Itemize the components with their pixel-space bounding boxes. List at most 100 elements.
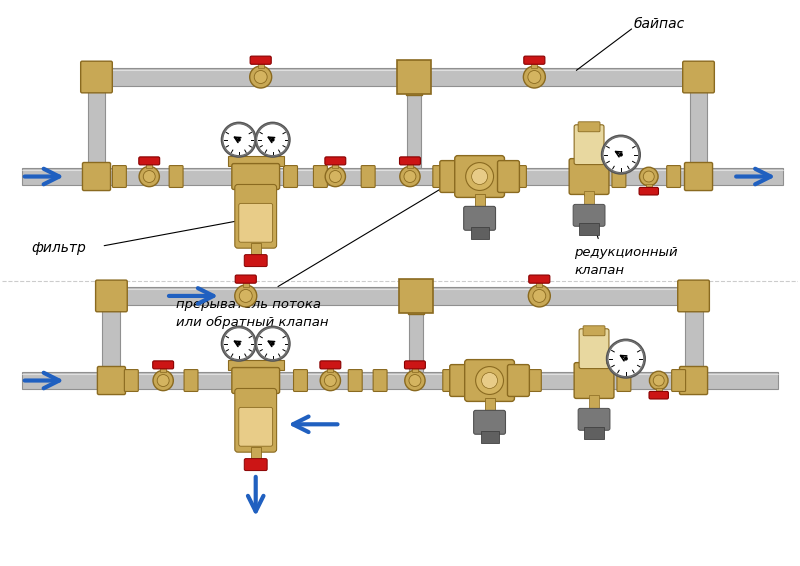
FancyBboxPatch shape	[235, 388, 277, 452]
FancyBboxPatch shape	[96, 280, 127, 312]
Circle shape	[223, 328, 254, 359]
FancyBboxPatch shape	[682, 61, 714, 93]
FancyBboxPatch shape	[228, 359, 283, 370]
FancyBboxPatch shape	[235, 185, 277, 248]
Circle shape	[639, 167, 658, 186]
FancyBboxPatch shape	[160, 366, 166, 372]
FancyBboxPatch shape	[465, 359, 514, 401]
FancyBboxPatch shape	[250, 56, 271, 65]
FancyBboxPatch shape	[258, 62, 264, 68]
Circle shape	[270, 342, 274, 346]
FancyBboxPatch shape	[111, 371, 694, 389]
FancyBboxPatch shape	[579, 224, 599, 235]
Circle shape	[476, 367, 503, 395]
FancyBboxPatch shape	[601, 151, 623, 158]
FancyBboxPatch shape	[649, 392, 669, 399]
Circle shape	[400, 166, 420, 187]
Circle shape	[250, 66, 272, 88]
FancyBboxPatch shape	[87, 86, 106, 168]
FancyBboxPatch shape	[283, 166, 298, 187]
FancyBboxPatch shape	[250, 447, 261, 461]
Circle shape	[643, 171, 654, 182]
FancyBboxPatch shape	[97, 68, 698, 86]
FancyBboxPatch shape	[332, 162, 338, 168]
FancyBboxPatch shape	[690, 86, 707, 168]
FancyBboxPatch shape	[373, 370, 387, 392]
FancyBboxPatch shape	[153, 361, 174, 369]
FancyBboxPatch shape	[244, 255, 267, 267]
FancyBboxPatch shape	[578, 122, 600, 132]
Circle shape	[466, 162, 494, 190]
FancyBboxPatch shape	[531, 62, 538, 68]
FancyBboxPatch shape	[320, 361, 341, 369]
FancyBboxPatch shape	[678, 280, 710, 312]
FancyBboxPatch shape	[679, 367, 707, 395]
Circle shape	[237, 138, 241, 142]
Circle shape	[270, 138, 274, 142]
FancyBboxPatch shape	[474, 195, 485, 208]
FancyBboxPatch shape	[232, 164, 279, 190]
Circle shape	[254, 71, 267, 83]
FancyBboxPatch shape	[583, 326, 605, 336]
FancyBboxPatch shape	[646, 184, 652, 190]
FancyBboxPatch shape	[470, 228, 489, 239]
FancyBboxPatch shape	[440, 161, 462, 192]
FancyBboxPatch shape	[584, 191, 594, 207]
FancyBboxPatch shape	[82, 162, 110, 191]
FancyBboxPatch shape	[232, 367, 279, 393]
FancyBboxPatch shape	[574, 363, 614, 398]
Circle shape	[330, 170, 342, 182]
FancyBboxPatch shape	[238, 203, 273, 242]
FancyBboxPatch shape	[407, 162, 413, 168]
FancyBboxPatch shape	[606, 355, 628, 363]
FancyBboxPatch shape	[81, 61, 112, 93]
Circle shape	[257, 124, 289, 156]
FancyBboxPatch shape	[584, 427, 604, 439]
FancyBboxPatch shape	[228, 156, 283, 166]
FancyBboxPatch shape	[507, 365, 530, 396]
Circle shape	[404, 170, 416, 182]
FancyBboxPatch shape	[102, 305, 120, 371]
Circle shape	[602, 135, 640, 174]
FancyBboxPatch shape	[113, 166, 126, 187]
Circle shape	[405, 370, 425, 391]
FancyBboxPatch shape	[405, 361, 426, 369]
Circle shape	[255, 326, 290, 361]
FancyBboxPatch shape	[498, 161, 519, 192]
FancyBboxPatch shape	[639, 187, 658, 195]
Circle shape	[320, 370, 341, 391]
FancyBboxPatch shape	[327, 366, 334, 372]
FancyBboxPatch shape	[124, 370, 138, 392]
FancyBboxPatch shape	[698, 168, 783, 186]
FancyBboxPatch shape	[672, 370, 686, 392]
FancyBboxPatch shape	[250, 243, 261, 257]
FancyBboxPatch shape	[481, 431, 498, 443]
FancyBboxPatch shape	[406, 77, 422, 95]
FancyBboxPatch shape	[656, 388, 662, 394]
FancyBboxPatch shape	[138, 157, 160, 165]
FancyBboxPatch shape	[527, 370, 542, 392]
Circle shape	[619, 153, 623, 157]
FancyBboxPatch shape	[612, 166, 626, 187]
FancyBboxPatch shape	[235, 275, 256, 283]
FancyBboxPatch shape	[409, 305, 423, 371]
FancyBboxPatch shape	[242, 280, 249, 287]
FancyBboxPatch shape	[244, 458, 267, 470]
FancyBboxPatch shape	[666, 166, 681, 187]
FancyBboxPatch shape	[238, 408, 273, 446]
Circle shape	[482, 372, 498, 388]
FancyBboxPatch shape	[589, 396, 599, 410]
Text: фильтр: фильтр	[32, 241, 86, 255]
FancyBboxPatch shape	[524, 56, 545, 65]
Circle shape	[472, 169, 487, 185]
FancyBboxPatch shape	[579, 329, 609, 368]
FancyBboxPatch shape	[450, 365, 472, 396]
FancyBboxPatch shape	[169, 166, 183, 187]
FancyBboxPatch shape	[442, 370, 457, 392]
FancyBboxPatch shape	[22, 371, 111, 389]
Circle shape	[223, 124, 254, 156]
Text: прерыватель потока
или обратный клапан: прерыватель потока или обратный клапан	[176, 298, 329, 329]
FancyBboxPatch shape	[569, 158, 609, 195]
FancyBboxPatch shape	[408, 296, 424, 314]
Circle shape	[239, 289, 252, 302]
